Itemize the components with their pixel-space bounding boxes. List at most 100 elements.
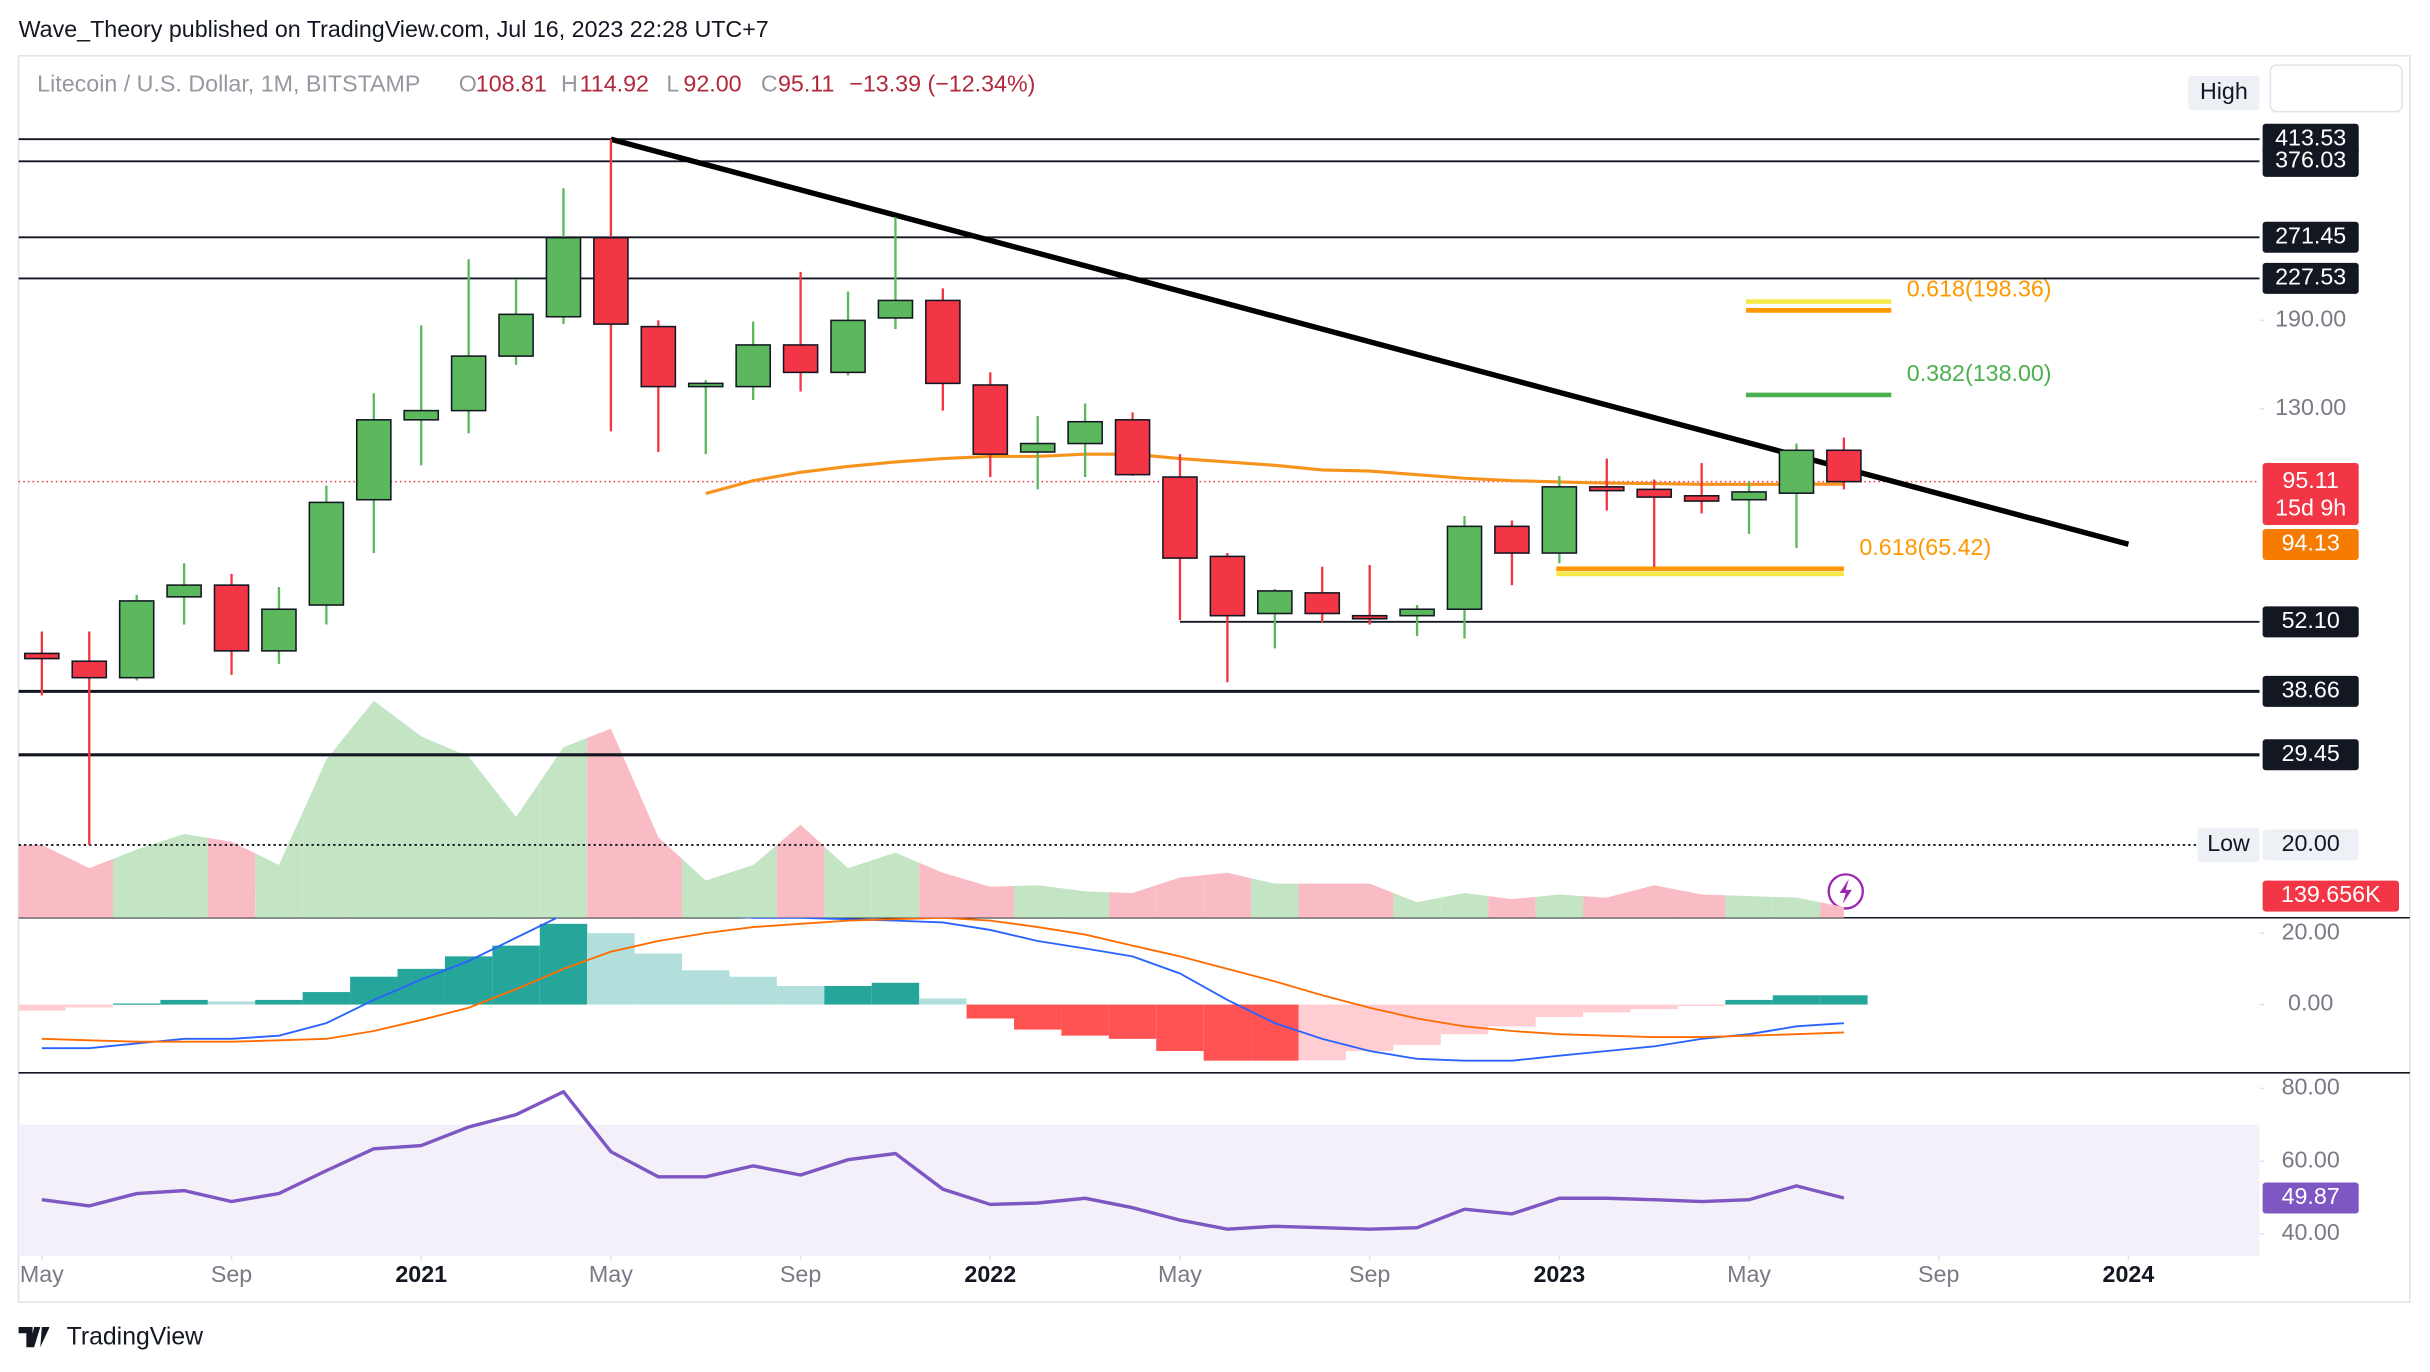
frame xyxy=(17,55,2411,1304)
macd-histogram-bar xyxy=(1725,999,1773,1005)
candle-body xyxy=(1446,525,1483,611)
volume-area xyxy=(1393,892,1441,918)
level-label: 29.45 xyxy=(2282,740,2340,766)
fib-label: 0.382(138.00) xyxy=(1907,360,2052,386)
macd-histogram-bar xyxy=(1013,1004,1062,1030)
macd-histogram-bar xyxy=(587,933,635,1005)
x-tick-label: May xyxy=(1727,1261,1771,1287)
x-tick-label: 2022 xyxy=(964,1261,1016,1287)
volume-area xyxy=(539,737,588,918)
price-pane: 0.618(198.36) 0.382(138.00) 0.618(65.42) xyxy=(18,136,2260,918)
candle-body xyxy=(1399,608,1435,617)
footer-brand: TradingView xyxy=(67,1323,204,1350)
candle-body xyxy=(1019,442,1056,453)
volume-area xyxy=(160,834,208,918)
macd-histogram-bar xyxy=(1772,995,1821,1005)
x-tick-label: Sep xyxy=(211,1261,252,1287)
macd-histogram-bar xyxy=(682,970,730,1005)
volume-area xyxy=(1156,875,1204,918)
candle-body xyxy=(213,584,250,652)
candle-body xyxy=(1778,449,1815,494)
volume-area xyxy=(397,718,445,918)
candle-body xyxy=(1731,491,1767,501)
volume-area xyxy=(776,824,825,918)
low-marker-box xyxy=(2197,827,2260,862)
candle-body xyxy=(261,608,297,652)
candle-body xyxy=(1209,555,1246,617)
x-tick-label: Sep xyxy=(1349,1261,1390,1287)
macd-histogram-bar xyxy=(1630,1004,1678,1010)
macd-histogram-bar xyxy=(539,923,588,1005)
level-label-box xyxy=(2262,675,2359,707)
macd-histogram-bar xyxy=(1583,1004,1631,1013)
level-label-box xyxy=(2262,221,2359,253)
legend-value: 108.81 xyxy=(476,70,547,96)
macd-line xyxy=(41,917,1844,1062)
macd-histogram-bar xyxy=(919,998,967,1005)
x-tick-label: May xyxy=(589,1261,633,1287)
volume-area xyxy=(1345,883,1394,918)
rsi-pane xyxy=(18,1089,2260,1256)
fib-label: 0.618(198.36) xyxy=(1907,275,2052,301)
last-price-box xyxy=(2262,463,2359,526)
macd-histogram-bar xyxy=(1535,1004,1584,1018)
macd-histogram-bar xyxy=(18,1004,66,1011)
volume-area xyxy=(444,746,493,918)
volume-area xyxy=(1583,891,1631,918)
volume-label: 139.656K xyxy=(2281,881,2381,907)
volume-area xyxy=(350,700,398,918)
volume-area xyxy=(1061,888,1109,918)
macd-histogram-bar xyxy=(65,1004,113,1008)
macd-tick-label: 0.00 xyxy=(2288,990,2333,1016)
candle-body xyxy=(1162,476,1198,559)
candle-body xyxy=(166,584,202,598)
level-label-box xyxy=(2262,606,2359,638)
volume-area xyxy=(1488,896,1536,918)
x-tick-label: 2021 xyxy=(395,1261,447,1287)
macd-histogram-bar xyxy=(1298,1004,1346,1061)
volume-area xyxy=(729,844,777,918)
macd-histogram-bar xyxy=(112,1003,161,1005)
bolt-icon xyxy=(1827,873,1864,910)
volume-area xyxy=(1630,885,1678,918)
candle-body xyxy=(1494,525,1530,554)
volume-area xyxy=(682,858,730,918)
volume-area xyxy=(1108,885,1157,918)
x-tick-label: 2024 xyxy=(2103,1261,2155,1287)
macd-histogram-bar xyxy=(966,1004,1014,1019)
x-tick-label: May xyxy=(20,1261,64,1287)
legend-change: −13.39 (−12.34%) xyxy=(849,70,1035,96)
candle-body xyxy=(640,325,677,388)
volume-area xyxy=(824,846,872,918)
macd-pane xyxy=(18,917,1868,1062)
candle-body xyxy=(308,501,345,606)
trendline xyxy=(610,136,2130,547)
rsi-tick-label: 40.00 xyxy=(2282,1219,2340,1245)
x-tick-label: Sep xyxy=(1918,1261,1959,1287)
rsi-label-box xyxy=(2262,1182,2359,1214)
volume-area xyxy=(1772,896,1821,918)
volume-area xyxy=(302,730,351,918)
level-label: 227.53 xyxy=(2275,264,2346,290)
legend-value: 114.92 xyxy=(580,70,649,96)
candle-body xyxy=(1588,486,1625,492)
legend-key: L xyxy=(666,70,679,96)
countdown-label: 15d 9h xyxy=(2275,495,2346,521)
candle-body xyxy=(1683,495,1720,502)
ema-line xyxy=(705,452,1844,495)
volume-area xyxy=(587,728,635,918)
candle-body xyxy=(877,299,914,319)
level-label: 38.66 xyxy=(2282,677,2340,703)
signal-line xyxy=(41,917,1844,1043)
candle-body xyxy=(1636,488,1673,498)
logo xyxy=(18,1327,50,1348)
level-label-box xyxy=(2262,145,2359,177)
candle-body xyxy=(1067,420,1103,445)
volume-area xyxy=(1013,885,1062,918)
y-tick-label: 130.00 xyxy=(2275,394,2346,420)
macd-histogram-bar xyxy=(1488,1004,1536,1027)
symbol-title: Litecoin / U.S. Dollar, 1M, BITSTAMP xyxy=(37,70,420,96)
macd-histogram-bar xyxy=(1677,1004,1726,1006)
rsi-band xyxy=(18,1124,2260,1256)
